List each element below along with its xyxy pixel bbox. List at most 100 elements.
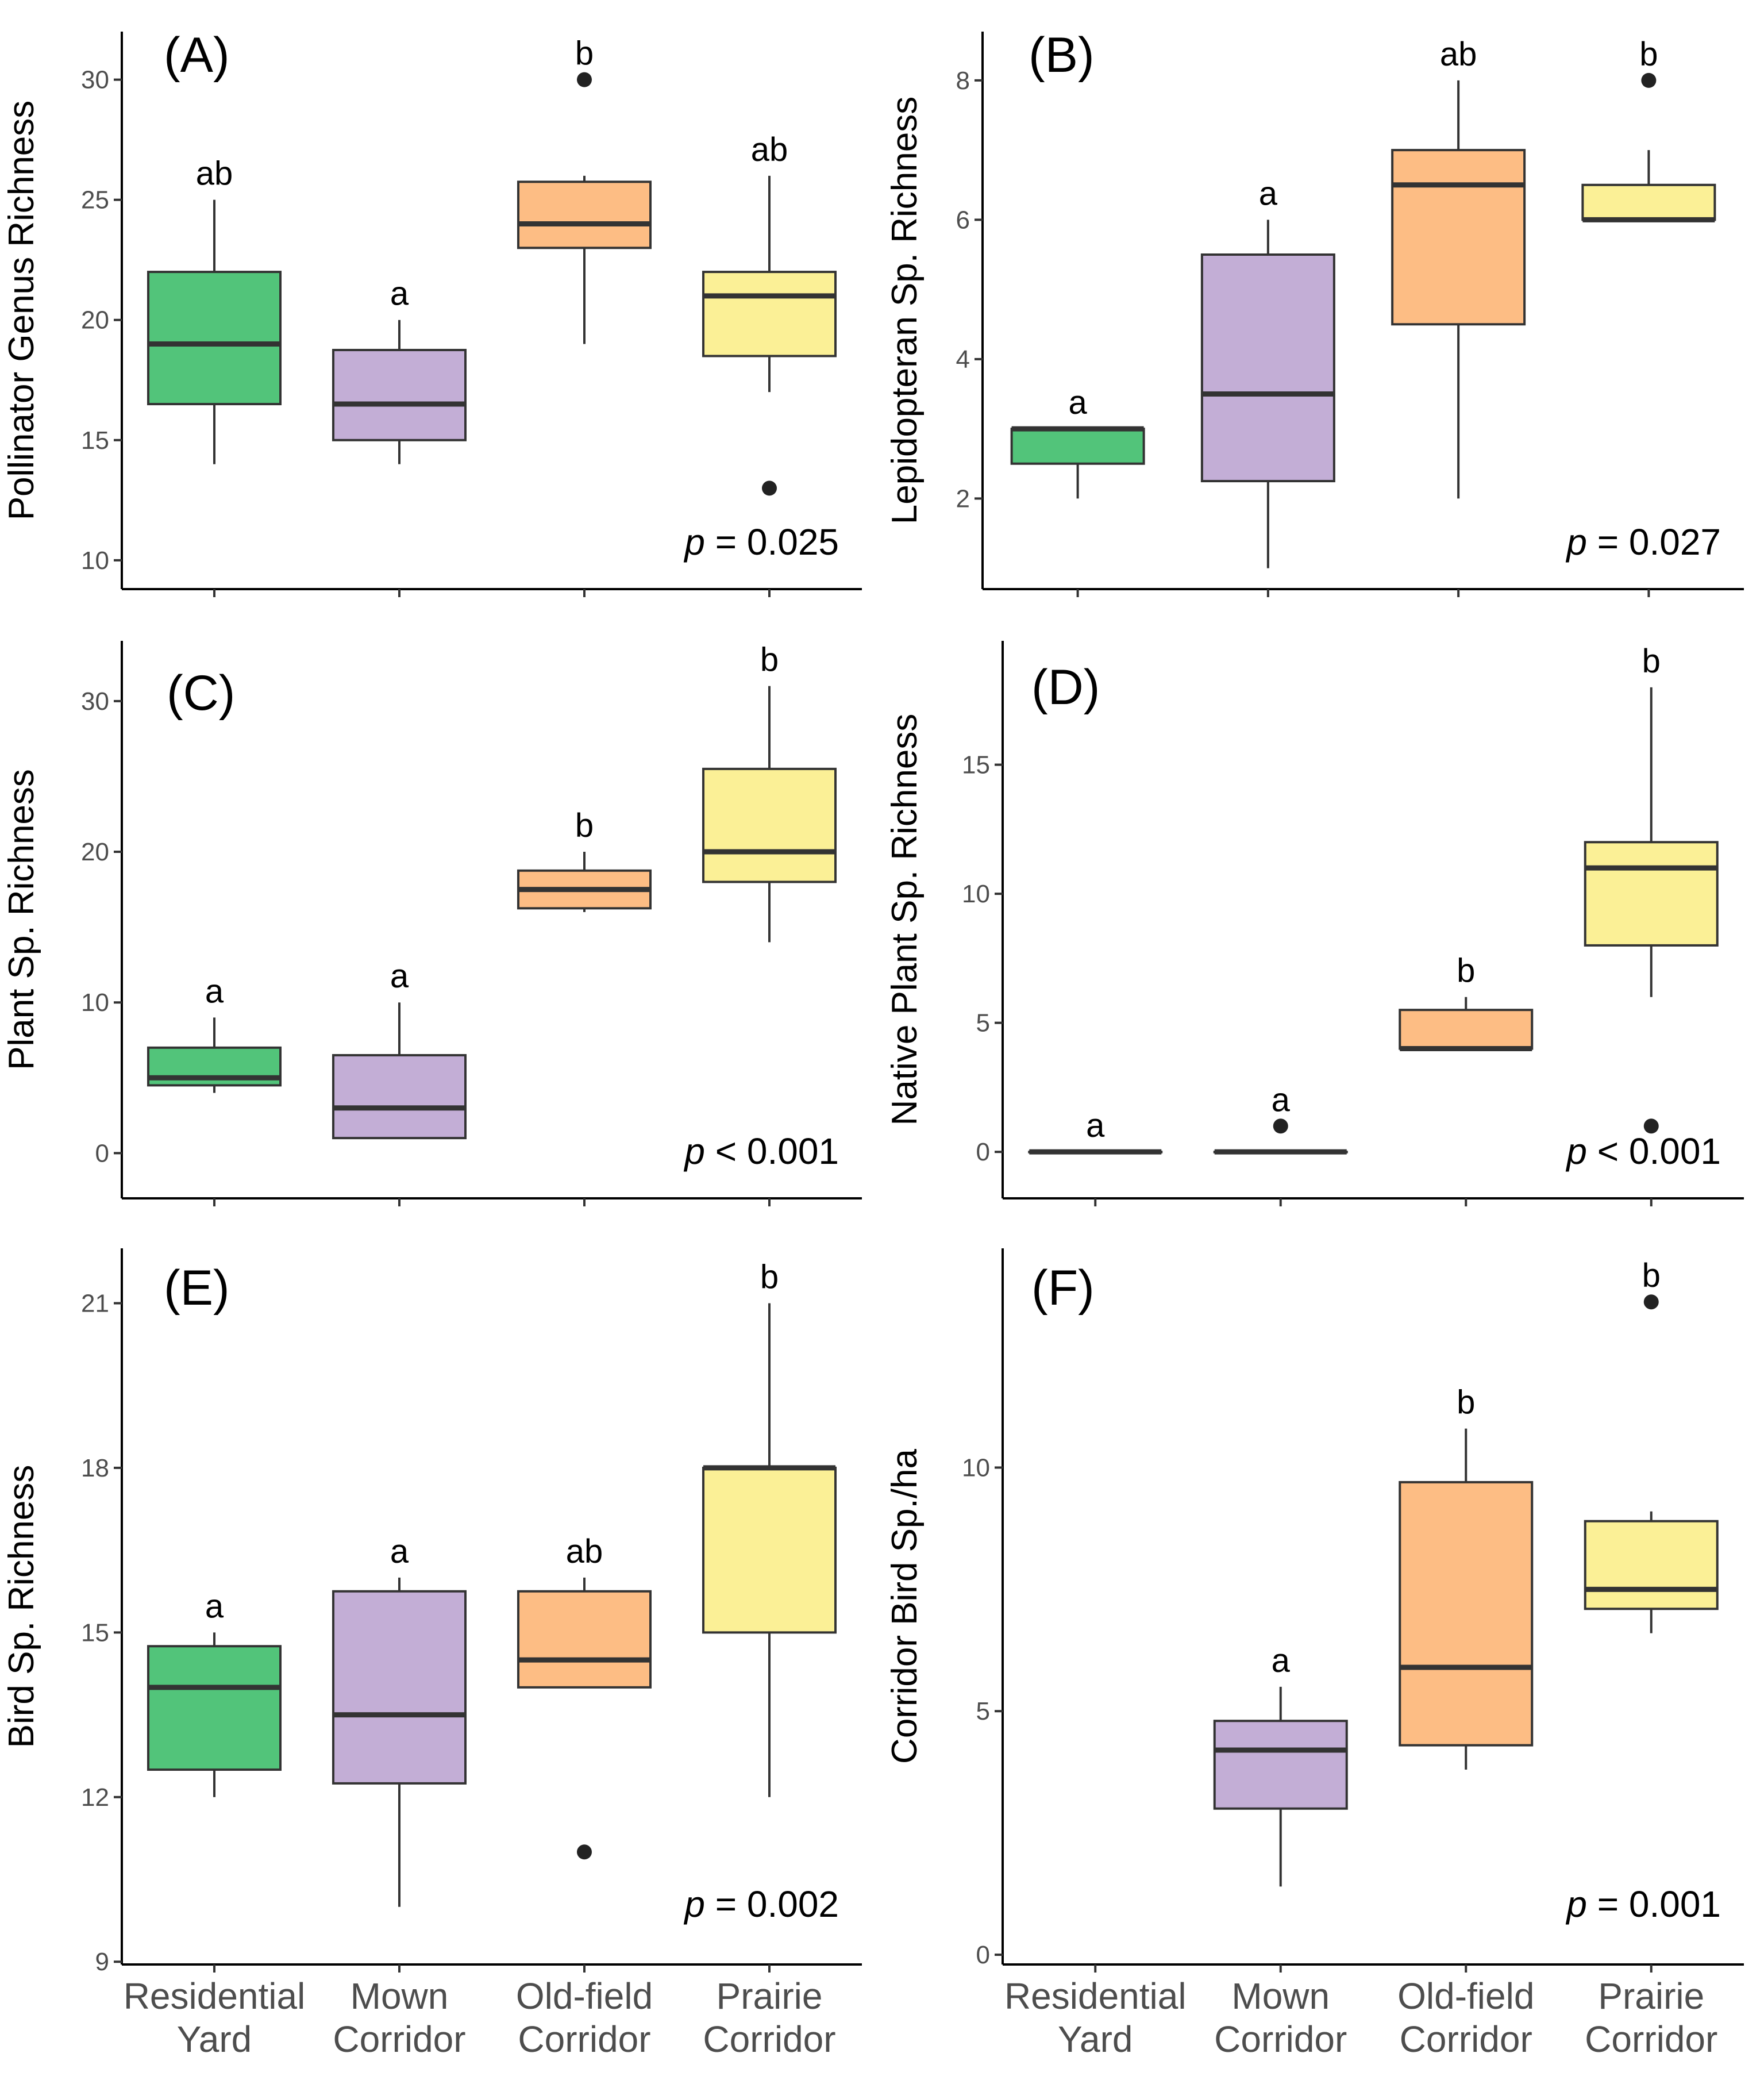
p-value-label: p = 0.001 [1565, 1883, 1721, 1925]
significance-letter: a [1068, 384, 1087, 421]
box-residential-yard: a [147, 1587, 282, 1797]
iqr-box [702, 271, 837, 357]
iqr-box [332, 1054, 467, 1140]
chart-panel-b: 2 4 6 8 Lepidopteran Sp. Richness (B) a a ab b p =… [885, 28, 1744, 597]
box-prairie-corridor: b [702, 1258, 837, 1797]
iqr-box [1584, 1520, 1719, 1610]
significance-letter: b [1457, 1384, 1475, 1421]
iqr-box [1200, 253, 1335, 483]
iqr-box [1010, 428, 1145, 465]
x-category-label: Corridor [1214, 2019, 1347, 2060]
box-prairie-corridor: b [702, 641, 837, 943]
box-old-field-corridor: b [1399, 952, 1534, 1052]
x-category-label: Prairie [1598, 1975, 1704, 2017]
p-value-label: p = 0.027 [1565, 521, 1721, 563]
outlier-point [577, 72, 592, 87]
iqr-box [1399, 1481, 1534, 1747]
significance-letter: b [760, 1258, 779, 1295]
y-axis-title: Native Plant Sp. Richness [885, 714, 925, 1126]
y-tick-label: 8 [956, 67, 970, 95]
panel-label: (D) [1031, 660, 1100, 715]
x-category-label: Corridor [1585, 2019, 1717, 2060]
y-tick-label: 9 [95, 1948, 109, 1976]
box-mown-corridor: a [1213, 1642, 1348, 1887]
p-value-label: p = 0.025 [683, 521, 839, 563]
box-prairie-corridor: b [1584, 643, 1719, 1134]
iqr-box [147, 1645, 282, 1771]
y-tick-label: 0 [95, 1139, 109, 1167]
panel-label: (E) [164, 1260, 230, 1316]
y-axis-title: Pollinator Genus Richness [2, 101, 41, 521]
significance-letter: a [390, 958, 409, 995]
box-residential-yard: a [147, 972, 282, 1093]
significance-letter: b [575, 807, 594, 844]
y-tick-label: 20 [81, 306, 109, 335]
outlier-point [1643, 1294, 1659, 1310]
box-prairie-corridor: b [1584, 1257, 1719, 1633]
x-category-label: Corridor [518, 2019, 650, 2060]
y-tick-label: 0 [976, 1138, 990, 1166]
outlier-point [1641, 72, 1657, 88]
panel-label: (C) [167, 666, 235, 721]
box-mown-corridor: a [332, 958, 467, 1140]
p-value-label: p < 0.001 [683, 1131, 839, 1172]
chart-panel-d: 0 5 10 15 Native Plant Sp. Richness (D) a a b b p … [885, 641, 1744, 1206]
chart-panel-f: 0 5 10 Corridor Bird Sp./ha (F) a b b p = 0.001 R… [885, 1248, 1744, 2060]
panel-label: (B) [1029, 28, 1095, 83]
x-category-label: Old-field [516, 1975, 653, 2017]
panel-label: (A) [164, 28, 230, 83]
y-axis-title: Bird Sp. Richness [2, 1465, 41, 1748]
significance-letter: a [205, 972, 224, 1010]
iqr-box [517, 180, 652, 249]
y-tick-label: 12 [81, 1783, 109, 1812]
iqr-box [1584, 841, 1719, 947]
y-tick-label: 10 [962, 880, 990, 908]
chart-panel-e: 9 12 15 18 21 Bird Sp. Richness (E) a a ab b p = 0.… [2, 1248, 862, 2060]
significance-letter: a [1086, 1107, 1105, 1144]
iqr-box [1399, 1009, 1534, 1050]
iqr-box [702, 767, 837, 883]
y-tick-label: 15 [962, 751, 990, 779]
box-mown-corridor: a [332, 1533, 467, 1907]
significance-letter: a [1272, 1081, 1291, 1118]
y-tick-label: 20 [81, 838, 109, 866]
y-tick-label: 5 [976, 1697, 990, 1725]
box-old-field-corridor: b [517, 35, 652, 344]
y-axis-title: Lepidopteran Sp. Richness [885, 97, 925, 524]
x-category-label: Residential [1004, 1975, 1187, 2017]
p-value-label: p < 0.001 [1565, 1131, 1721, 1172]
x-category-label: Yard [1058, 2019, 1133, 2060]
box-mown-corridor: a [1200, 175, 1335, 568]
x-category-label: Old-field [1397, 1975, 1534, 2017]
y-tick-label: 21 [81, 1289, 109, 1317]
y-tick-label: 30 [81, 687, 109, 716]
significance-letter: a [390, 275, 409, 313]
x-category-label: Corridor [333, 2019, 465, 2060]
x-category-label: Mown [1231, 1975, 1330, 2017]
significance-letter: a [390, 1533, 409, 1570]
y-tick-label: 2 [956, 485, 970, 513]
iqr-box [517, 1590, 652, 1689]
iqr-box [332, 1590, 467, 1785]
significance-letter: ab [196, 155, 233, 193]
significance-letter: b [1457, 952, 1475, 990]
box-residential-yard: a [1010, 384, 1145, 499]
panel-label: (F) [1031, 1260, 1095, 1316]
significance-letter: ab [566, 1533, 603, 1570]
box-prairie-corridor: b [1581, 36, 1716, 222]
iqr-box [332, 348, 467, 441]
significance-letter: b [1642, 643, 1661, 680]
y-tick-label: 6 [956, 206, 970, 234]
box-old-field-corridor: ab [1391, 36, 1526, 499]
y-tick-label: 0 [976, 1941, 990, 1969]
significance-letter: b [1642, 1257, 1661, 1294]
y-axis-title: Plant Sp. Richness [2, 769, 41, 1070]
significance-letter: b [760, 641, 779, 679]
x-category-label: Prairie [717, 1975, 823, 2017]
x-category-label: Yard [177, 2019, 252, 2060]
y-tick-label: 4 [956, 345, 970, 374]
x-category-label: Corridor [1400, 2019, 1532, 2060]
y-tick-label: 10 [81, 989, 109, 1017]
significance-letter: a [1272, 1642, 1291, 1679]
